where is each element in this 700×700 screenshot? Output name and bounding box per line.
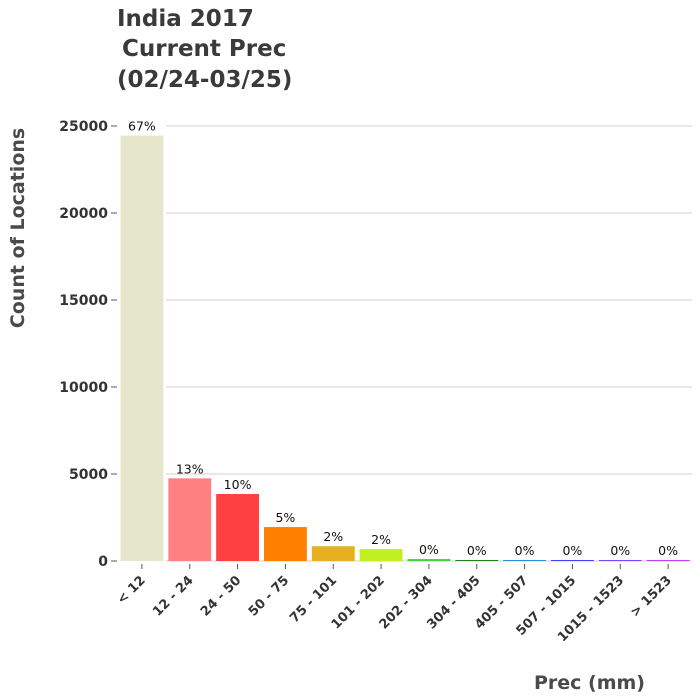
data-label: 5%: [275, 510, 295, 525]
data-label: 0%: [467, 543, 487, 558]
y-tick-label: 25000: [59, 119, 108, 135]
bar: [503, 560, 546, 561]
data-label: 0%: [562, 543, 582, 558]
data-label: 0%: [515, 543, 535, 558]
y-axis-title: Count of Locations: [7, 128, 29, 328]
bar: [551, 560, 594, 561]
y-tick-label: 20000: [59, 206, 108, 222]
bar: [264, 527, 307, 561]
x-tick-label: < 12: [114, 573, 148, 607]
bar: [359, 549, 403, 561]
chart-title-line-3: (02/24-03/25): [117, 67, 292, 93]
x-tick-label: > 1523: [628, 573, 675, 620]
bar: [646, 560, 690, 561]
data-label: 2%: [323, 529, 343, 544]
data-label: 2%: [371, 532, 391, 547]
data-label: 0%: [610, 543, 630, 558]
bars: [120, 135, 690, 561]
data-label: 10%: [224, 477, 252, 492]
data-label: 13%: [176, 461, 204, 476]
x-axis-title: Prec (mm): [534, 672, 645, 694]
y-tick-label: 10000: [59, 380, 108, 396]
y-tick-label: 5000: [69, 467, 108, 483]
bar: [455, 560, 499, 561]
x-tick-label: 12 - 24: [150, 573, 196, 619]
bar: [120, 135, 164, 561]
y-axis: 0 5000 10000 15000 20000 25000: [59, 119, 117, 570]
data-labels: 67% 13% 10% 5% 2% 2% 0% 0% 0% 0% 0% 0%: [128, 119, 678, 558]
y-tick-label: 15000: [59, 293, 108, 309]
bar: [598, 560, 642, 561]
data-label: 0%: [658, 543, 678, 558]
data-label: 67%: [128, 119, 156, 134]
chart-title-line-1: India 2017: [117, 6, 254, 32]
x-tick-label: 24 - 50: [198, 573, 244, 619]
bar: [407, 559, 451, 561]
x-tick-label: 50 - 75: [246, 573, 292, 619]
bar: [168, 478, 212, 561]
chart-title-line-2: Current Prec: [122, 36, 286, 62]
y-tick-label: 0: [98, 554, 108, 570]
bar: [311, 546, 355, 561]
bar: [216, 494, 259, 561]
data-label: 0%: [419, 542, 439, 557]
